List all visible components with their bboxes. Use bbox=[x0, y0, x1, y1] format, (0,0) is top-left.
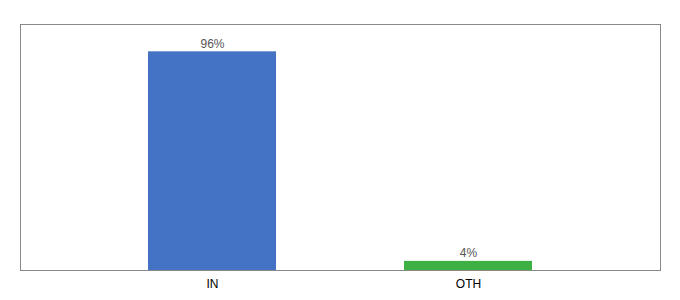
svg-text:IN: IN bbox=[207, 277, 219, 291]
svg-text:OTH: OTH bbox=[456, 277, 481, 291]
svg-text:96%: 96% bbox=[200, 37, 224, 51]
svg-text:4%: 4% bbox=[460, 246, 478, 260]
